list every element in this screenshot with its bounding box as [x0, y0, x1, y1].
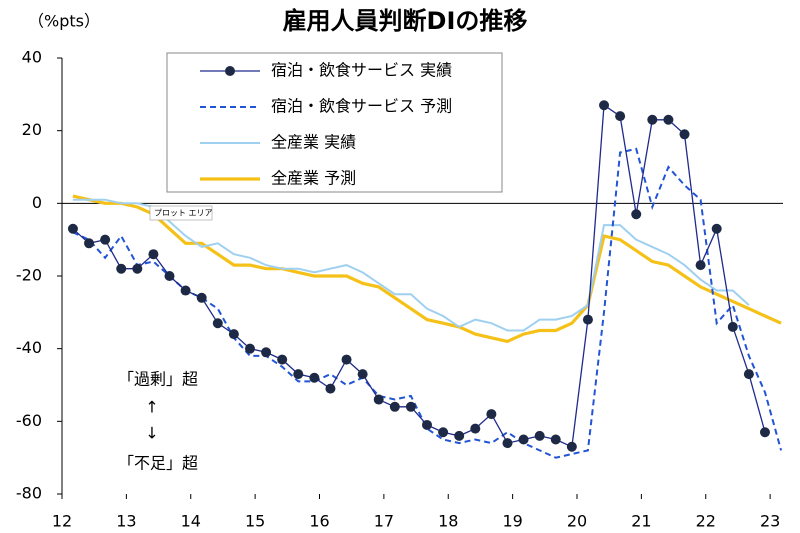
- data-point: [180, 285, 191, 296]
- legend-label: 宿泊・飲食サービス 実績: [271, 61, 452, 80]
- x-tick-label: 14: [181, 512, 201, 531]
- y-tick-label: 0: [32, 193, 42, 212]
- series-line: [72, 194, 782, 344]
- x-tick-label: 20: [567, 512, 587, 531]
- y-tick-label: -20: [16, 266, 42, 285]
- x-tick-label: 19: [502, 512, 522, 531]
- y-tick-label: -40: [16, 338, 42, 357]
- x-tick-label: 16: [309, 512, 329, 531]
- data-point: [325, 383, 336, 394]
- data-point: [389, 401, 400, 412]
- data-point: [293, 369, 304, 380]
- data-point: [486, 409, 497, 420]
- data-point: [599, 100, 610, 111]
- annotation: 「過剰」超: [118, 370, 198, 389]
- data-point: [470, 423, 481, 434]
- data-point: [164, 271, 175, 281]
- y-tick-label: -60: [16, 411, 42, 430]
- data-point: [228, 329, 239, 340]
- data-point: [116, 263, 127, 274]
- data-point: [663, 114, 674, 125]
- x-tick-label: 13: [116, 512, 136, 531]
- data-point: [277, 354, 288, 365]
- data-point: [67, 223, 78, 234]
- tooltip: プロット エリア: [154, 209, 213, 218]
- x-tick-label: 23: [760, 512, 780, 531]
- data-point: [244, 343, 255, 354]
- data-point: [373, 394, 384, 405]
- x-tick-label: 15: [245, 512, 265, 531]
- data-point: [132, 263, 143, 274]
- data-point: [341, 354, 352, 365]
- data-point: [615, 111, 626, 122]
- data-point: [566, 441, 577, 452]
- legend-label: 宿泊・飲食サービス 予測: [271, 97, 452, 116]
- annotation: ↑: [145, 398, 158, 417]
- x-tick-label: 18: [438, 512, 458, 531]
- x-tick-label: 17: [374, 512, 394, 531]
- legend-box: [166, 52, 503, 193]
- data-point: [711, 223, 722, 234]
- data-point: [550, 434, 561, 445]
- data-point: [534, 430, 545, 441]
- x-tick-label: 12: [52, 512, 72, 531]
- series-line: [72, 198, 750, 332]
- y-tick-label: 40: [22, 48, 42, 67]
- legend-label: 全産業 実績: [271, 133, 356, 152]
- data-point: [196, 292, 207, 303]
- data-point: [502, 438, 513, 449]
- data-point: [695, 260, 706, 271]
- series-line: [72, 147, 783, 459]
- data-point: [100, 234, 111, 245]
- chart-title: 雇用人員判断DIの推移: [283, 7, 528, 35]
- data-point: [261, 347, 272, 358]
- y-tick-label: -80: [16, 484, 42, 503]
- data-point: [743, 369, 754, 380]
- legend-marker: [225, 66, 235, 76]
- data-point: [438, 427, 449, 438]
- data-point: [148, 249, 159, 260]
- data-point: [518, 434, 529, 445]
- x-tick-label: 21: [631, 512, 651, 531]
- data-point: [405, 401, 416, 412]
- x-tick-label: 22: [696, 512, 716, 531]
- data-point: [212, 318, 223, 329]
- annotation: ↓: [145, 424, 158, 443]
- data-point: [679, 129, 690, 140]
- data-point: [727, 321, 738, 332]
- data-point: [454, 430, 465, 441]
- y-axis-label: （%pts）: [28, 12, 100, 31]
- tooltip-box: [149, 205, 213, 221]
- data-point: [631, 209, 642, 220]
- data-point: [309, 372, 320, 383]
- annotation: 「不足」超: [118, 454, 198, 473]
- data-point: [422, 419, 433, 430]
- data-point: [357, 369, 368, 380]
- legend-label: 全産業 予測: [271, 169, 356, 188]
- data-point: [759, 427, 770, 438]
- data-point: [647, 114, 658, 125]
- y-tick-label: 20: [22, 120, 42, 139]
- data-point: [582, 314, 593, 325]
- data-point: [84, 238, 95, 249]
